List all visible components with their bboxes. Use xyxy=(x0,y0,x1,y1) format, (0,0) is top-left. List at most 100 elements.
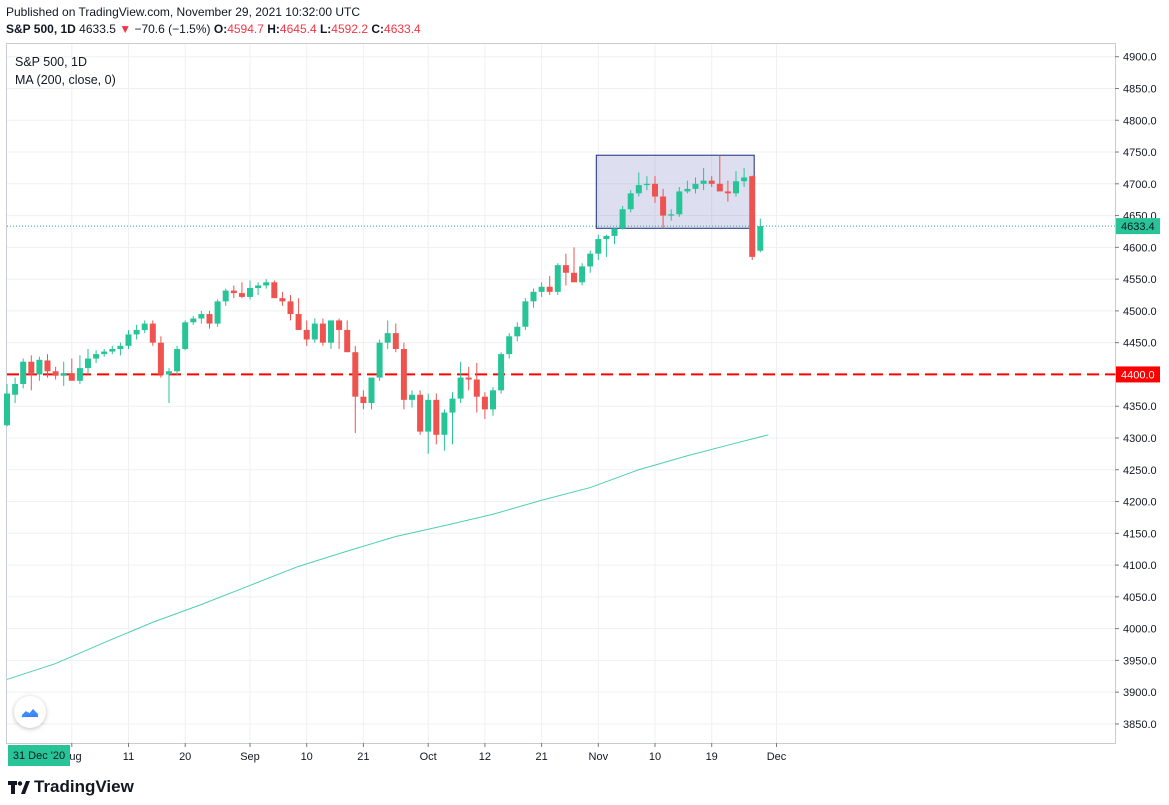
candle-body[interactable] xyxy=(28,361,35,375)
candle-body[interactable] xyxy=(733,181,739,194)
candle-body[interactable] xyxy=(716,183,723,192)
candle-body[interactable] xyxy=(68,373,75,381)
candle-body[interactable] xyxy=(149,323,156,343)
candle-body[interactable] xyxy=(562,265,569,273)
candle-body[interactable] xyxy=(20,361,27,384)
candle-body[interactable] xyxy=(319,323,326,343)
last-price-badge xyxy=(1116,218,1160,235)
candle-body[interactable] xyxy=(238,293,245,297)
candle-body[interactable] xyxy=(60,373,67,376)
candle-body[interactable] xyxy=(473,379,480,397)
candle-body[interactable] xyxy=(579,266,586,283)
candle-body[interactable] xyxy=(125,334,132,346)
candle-body[interactable] xyxy=(328,320,334,343)
candle-body[interactable] xyxy=(481,396,488,410)
candle-body[interactable] xyxy=(587,253,594,267)
candle-body[interactable] xyxy=(360,396,367,404)
candle-body[interactable] xyxy=(336,320,343,330)
candle-body[interactable] xyxy=(546,286,553,292)
candle-body[interactable] xyxy=(36,359,43,375)
candle-body[interactable] xyxy=(109,349,116,352)
candle-body[interactable] xyxy=(222,290,229,302)
candle-body[interactable] xyxy=(174,349,181,372)
candle-body[interactable] xyxy=(660,196,667,216)
candle-body[interactable] xyxy=(214,301,221,324)
candle-body[interactable] xyxy=(352,352,359,397)
candle-body[interactable] xyxy=(449,398,456,413)
candle-body[interactable] xyxy=(635,185,642,194)
price-change: −70.6 (−1.5%) xyxy=(134,22,211,36)
candle-body[interactable] xyxy=(4,393,10,426)
candle-body[interactable] xyxy=(611,228,618,236)
candle-body[interactable] xyxy=(700,180,707,184)
candle-body[interactable] xyxy=(384,333,391,343)
candle-body[interactable] xyxy=(465,377,472,380)
candle-body[interactable] xyxy=(554,265,561,292)
candle-body[interactable] xyxy=(392,333,399,350)
candle-body[interactable] xyxy=(530,291,537,302)
candle-body[interactable] xyxy=(692,183,699,189)
candle-body[interactable] xyxy=(133,329,140,335)
candle-body[interactable] xyxy=(190,318,197,323)
candle-body[interactable] xyxy=(93,354,100,359)
candle-body[interactable] xyxy=(708,180,715,184)
candle-body[interactable] xyxy=(279,298,286,302)
candle-body[interactable] xyxy=(255,285,262,289)
candle-body[interactable] xyxy=(166,371,172,375)
candle-body[interactable] xyxy=(85,358,91,369)
candle-body[interactable] xyxy=(52,371,59,376)
candle-body[interactable] xyxy=(595,239,602,254)
candle-body[interactable] xyxy=(117,345,124,350)
candle-body[interactable] xyxy=(263,282,270,286)
candle-body[interactable] xyxy=(425,399,432,432)
candle-body[interactable] xyxy=(12,383,19,395)
candle-body[interactable] xyxy=(498,354,505,391)
candle-body[interactable] xyxy=(749,176,756,257)
candle-body[interactable] xyxy=(344,329,351,353)
candle-body[interactable] xyxy=(538,286,545,292)
candle-body[interactable] xyxy=(101,351,108,355)
candle-body[interactable] xyxy=(652,183,658,197)
candle-body[interactable] xyxy=(514,326,521,337)
candle-body[interactable] xyxy=(198,314,205,319)
candle-body[interactable] xyxy=(741,177,748,182)
candle-body[interactable] xyxy=(206,314,213,324)
candle-body[interactable] xyxy=(627,193,634,210)
candle-body[interactable] xyxy=(182,322,189,350)
candle-body[interactable] xyxy=(311,323,318,340)
candle-body[interactable] xyxy=(490,390,496,410)
tradingview-brand[interactable]: TradingView xyxy=(8,777,134,797)
candle-body[interactable] xyxy=(76,368,83,381)
candle-body[interactable] xyxy=(457,377,464,399)
candle-body[interactable] xyxy=(684,188,691,192)
y-tick-label: 4100.0 xyxy=(1123,560,1157,572)
candle-body[interactable] xyxy=(668,214,675,216)
candle-body[interactable] xyxy=(757,226,764,251)
candle-body[interactable] xyxy=(287,301,294,315)
candle-body[interactable] xyxy=(417,394,424,432)
candle-body[interactable] xyxy=(157,342,164,375)
candle-body[interactable] xyxy=(433,399,440,435)
candle-body[interactable] xyxy=(409,394,415,400)
candle-body[interactable] xyxy=(376,342,383,378)
low-label: L: xyxy=(319,22,332,36)
candle-body[interactable] xyxy=(506,336,513,355)
candle-body[interactable] xyxy=(522,301,529,327)
candle-body[interactable] xyxy=(676,191,683,215)
candle-body[interactable] xyxy=(295,314,302,330)
candle-body[interactable] xyxy=(368,377,375,404)
candle-body[interactable] xyxy=(724,191,731,194)
candle-body[interactable] xyxy=(400,349,407,400)
candle-body[interactable] xyxy=(141,323,148,330)
candle-body[interactable] xyxy=(230,290,237,294)
candle-body[interactable] xyxy=(619,209,626,229)
candle-body[interactable] xyxy=(303,329,310,340)
candle-body[interactable] xyxy=(571,272,577,283)
candle-body[interactable] xyxy=(603,235,610,240)
candle-body[interactable] xyxy=(643,183,650,186)
candle-body[interactable] xyxy=(271,282,278,299)
candle-body[interactable] xyxy=(247,288,253,297)
candle-body[interactable] xyxy=(44,360,51,372)
candle-body[interactable] xyxy=(441,412,448,435)
